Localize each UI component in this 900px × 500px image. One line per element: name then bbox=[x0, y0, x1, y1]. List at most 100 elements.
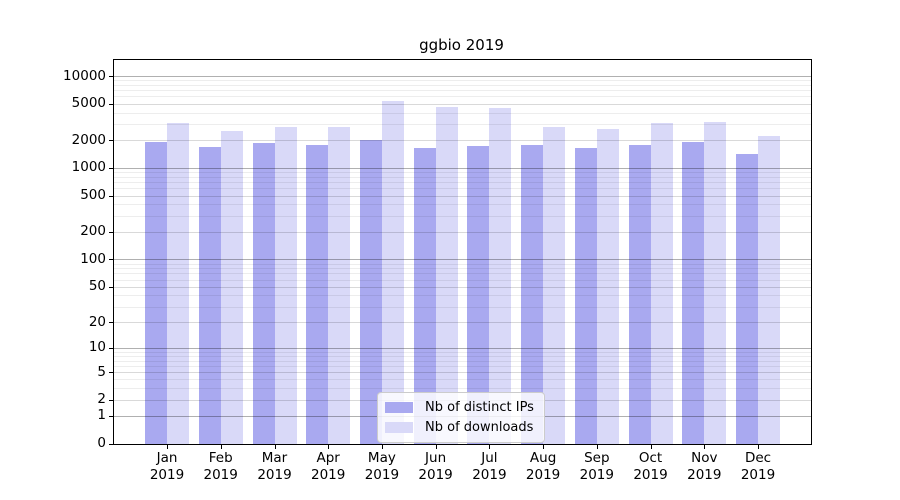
y-tick-mark bbox=[109, 322, 113, 323]
y-gridline-minor bbox=[114, 96, 811, 98]
y-gridline-minor bbox=[114, 279, 811, 281]
y-gridline-minor bbox=[114, 306, 811, 308]
legend-item-downloads: Nb of downloads bbox=[385, 419, 534, 436]
y-gridline bbox=[114, 322, 811, 323]
y-tick-mark bbox=[109, 399, 113, 401]
bar-downloads bbox=[650, 123, 673, 444]
x-tick-label: Dec 2019 bbox=[740, 450, 776, 483]
y-tick-label: 1 bbox=[97, 407, 106, 424]
y-tick-mark bbox=[109, 103, 113, 105]
y-gridline bbox=[114, 347, 811, 349]
bar-distinct-ips bbox=[252, 143, 275, 444]
y-gridline-minor bbox=[114, 388, 811, 390]
x-tick-mark bbox=[543, 445, 545, 449]
y-gridline-minor bbox=[114, 172, 811, 173]
y-tick-label: 2 bbox=[97, 391, 106, 408]
y-gridline bbox=[114, 76, 811, 77]
y-tick-label: 500 bbox=[80, 187, 106, 203]
y-gridline-minor bbox=[114, 90, 811, 92]
y-gridline bbox=[114, 167, 811, 169]
x-tick-mark bbox=[328, 445, 330, 449]
bar-distinct-ips bbox=[467, 146, 490, 444]
y-tick-label: 20 bbox=[88, 313, 106, 330]
x-tick-label: Feb 2019 bbox=[203, 450, 238, 483]
legend-label-distinct-ips: Nb of distinct IPs bbox=[425, 400, 534, 415]
bar-downloads bbox=[274, 126, 297, 444]
bar-downloads bbox=[167, 122, 189, 444]
x-tick-label: Apr 2019 bbox=[311, 450, 346, 483]
y-gridline-minor bbox=[114, 215, 811, 217]
x-tick-mark bbox=[704, 445, 706, 449]
y-gridline bbox=[114, 103, 811, 105]
bar-downloads bbox=[596, 128, 619, 444]
y-tick-mark bbox=[109, 372, 113, 373]
y-tick-mark bbox=[109, 443, 113, 445]
bar-downloads bbox=[381, 100, 404, 444]
y-tick-mark bbox=[109, 259, 113, 261]
y-gridline bbox=[114, 372, 811, 373]
bar-downloads bbox=[220, 131, 243, 444]
y-tick-label: 10000 bbox=[63, 67, 106, 84]
y-gridline-minor bbox=[114, 84, 811, 86]
bar-distinct-ips bbox=[628, 144, 651, 444]
x-tick-mark bbox=[596, 445, 598, 449]
plot-area: 0 1 2 5 10 20 50 100 200 500 1000 2000 5000 10000 Jan 2… bbox=[63, 59, 812, 483]
x-tick-mark bbox=[489, 445, 491, 449]
y-gridline bbox=[114, 259, 811, 261]
y-gridline-minor bbox=[114, 182, 811, 184]
bar-distinct-ips bbox=[736, 154, 758, 444]
distinct-ips-swatch-icon bbox=[385, 402, 413, 413]
x-tick-mark bbox=[167, 445, 168, 449]
chart-title: ggbio 2019 bbox=[419, 36, 504, 54]
y-gridline-minor bbox=[114, 268, 811, 270]
bar-downloads bbox=[328, 126, 351, 444]
x-tick-label: Nov 2019 bbox=[687, 450, 722, 483]
y-tick-label: 10 bbox=[88, 339, 106, 356]
y-gridline-minor bbox=[114, 263, 811, 265]
x-tick-mark bbox=[435, 445, 437, 449]
y-gridline-minor bbox=[114, 188, 811, 190]
bar-distinct-ips bbox=[682, 142, 705, 444]
y-tick-mark bbox=[109, 415, 113, 417]
x-tick-label: Jun 2019 bbox=[418, 450, 453, 483]
y-tick-label: 1000 bbox=[71, 159, 106, 176]
y-tick-mark bbox=[109, 347, 113, 349]
y-gridline-minor bbox=[114, 295, 811, 297]
y-gridline-minor bbox=[114, 112, 811, 114]
bar-downloads bbox=[489, 107, 512, 444]
y-tick-mark bbox=[109, 195, 113, 197]
y-gridline-minor bbox=[114, 80, 811, 82]
x-tick-label: Jul 2019 bbox=[472, 450, 507, 483]
y-tick-mark bbox=[109, 167, 113, 169]
y-tick-label: 2000 bbox=[71, 131, 106, 148]
y-tick-label: 200 bbox=[80, 223, 106, 240]
y-gridline-minor bbox=[114, 273, 811, 275]
y-tick-label: 50 bbox=[88, 278, 106, 295]
y-gridline-minor bbox=[114, 204, 811, 206]
x-tick-label: Aug 2019 bbox=[525, 450, 561, 483]
y-tick-mark bbox=[109, 286, 113, 288]
y-gridline bbox=[114, 140, 811, 142]
x-tick-label: May 2019 bbox=[364, 450, 400, 483]
downloads-swatch-icon bbox=[385, 422, 413, 433]
x-tick-mark bbox=[650, 445, 652, 449]
x-tick-label: Sep 2019 bbox=[579, 450, 614, 483]
x-tick-mark bbox=[274, 445, 276, 449]
x-tick-mark bbox=[220, 445, 222, 449]
bar-distinct-ips bbox=[521, 144, 544, 444]
chart-legend: Nb of distinct IPs Nb of downloads bbox=[377, 392, 545, 443]
y-tick-mark bbox=[109, 231, 113, 233]
y-tick-label: 0 bbox=[97, 435, 106, 451]
y-gridline-minor bbox=[114, 124, 811, 125]
x-tick-mark bbox=[381, 445, 383, 449]
bar-downloads bbox=[435, 107, 458, 444]
x-tick-mark bbox=[758, 445, 759, 449]
y-gridline bbox=[114, 231, 811, 233]
legend-item-distinct-ips: Nb of distinct IPs bbox=[385, 399, 534, 416]
y-tick-mark bbox=[109, 140, 113, 142]
x-tick-label: Mar 2019 bbox=[257, 450, 292, 483]
y-gridline-minor bbox=[114, 379, 811, 381]
y-gridline-minor bbox=[114, 351, 811, 353]
y-tick-label: 100 bbox=[80, 250, 106, 267]
